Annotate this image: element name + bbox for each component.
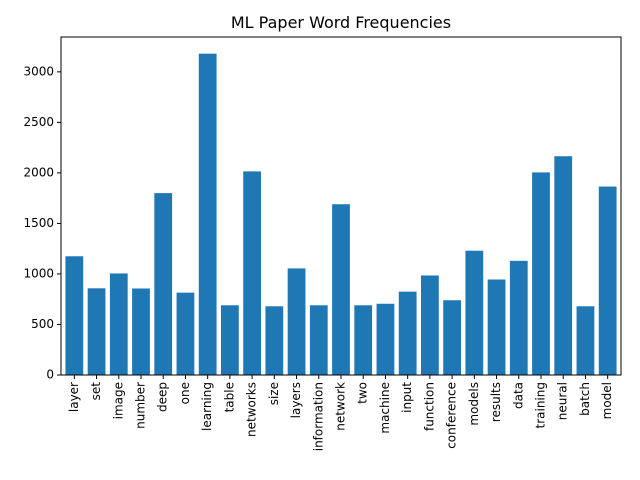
bar-conference	[443, 300, 461, 375]
y-tick-label: 1000	[23, 266, 54, 280]
x-tick-label: table	[222, 382, 236, 412]
x-tick-label: layers	[289, 382, 303, 418]
bar-data	[509, 260, 528, 375]
y-axis: 0 500 1000 1500 2000 2500 3000	[23, 64, 61, 382]
bar-network	[332, 204, 350, 375]
x-tick-label: image	[111, 382, 125, 419]
bar-layers	[287, 268, 306, 375]
x-tick-label: information	[311, 382, 325, 451]
bar-models	[465, 250, 484, 375]
x-tick-label: size	[267, 382, 281, 405]
bar-one	[176, 292, 195, 375]
bar-image	[109, 273, 128, 375]
x-axis: layer set image number deep one learning table n…	[67, 375, 614, 451]
x-tick-label: input	[400, 382, 414, 413]
x-tick-label: batch	[578, 382, 592, 416]
bar-size	[265, 306, 284, 375]
y-tick-label: 1500	[23, 216, 54, 230]
bar-training	[532, 172, 550, 375]
plot-frame	[60, 36, 622, 376]
x-tick-label: network	[334, 382, 348, 431]
bars-group	[65, 53, 617, 376]
bar-two	[354, 305, 373, 375]
x-tick-label: deep	[156, 382, 170, 412]
y-tick-label: 500	[31, 317, 54, 331]
bar-input	[398, 291, 417, 375]
y-tick-label: 0	[46, 368, 54, 382]
y-tick-label: 2000	[23, 165, 54, 179]
x-tick-label: learning	[200, 382, 214, 431]
x-tick-label: conference	[445, 382, 459, 449]
x-tick-label: data	[511, 382, 525, 409]
x-tick-label: two	[356, 382, 370, 404]
x-tick-label: neural	[556, 382, 570, 420]
bar-information	[309, 305, 328, 375]
x-tick-label: model	[600, 382, 614, 419]
bar-set	[87, 288, 106, 375]
bar-number	[132, 288, 150, 375]
x-tick-label: results	[489, 382, 503, 422]
y-tick-label: 3000	[23, 64, 54, 78]
bar-batch	[576, 306, 595, 375]
bar-table	[221, 305, 239, 375]
bar-model	[598, 186, 617, 375]
x-tick-label: number	[134, 382, 148, 429]
bar-results	[487, 279, 506, 375]
x-tick-label: set	[89, 382, 103, 401]
bar-neural	[554, 156, 573, 375]
x-tick-label: function	[422, 382, 436, 431]
x-tick-label: models	[467, 382, 481, 426]
chart-title: ML Paper Word Frequencies	[231, 13, 451, 32]
y-tick-label: 2500	[23, 115, 54, 129]
bar-deep	[154, 193, 173, 375]
bar-layer	[65, 256, 84, 375]
x-tick-label: networks	[245, 382, 259, 437]
bar-networks	[243, 171, 261, 375]
bar-learning	[198, 53, 217, 376]
x-tick-label: layer	[67, 382, 81, 412]
bar-function	[421, 275, 439, 375]
bar-machine	[376, 303, 395, 375]
x-tick-label: machine	[378, 382, 392, 434]
x-tick-label: one	[178, 382, 192, 404]
x-tick-label: training	[534, 382, 548, 429]
